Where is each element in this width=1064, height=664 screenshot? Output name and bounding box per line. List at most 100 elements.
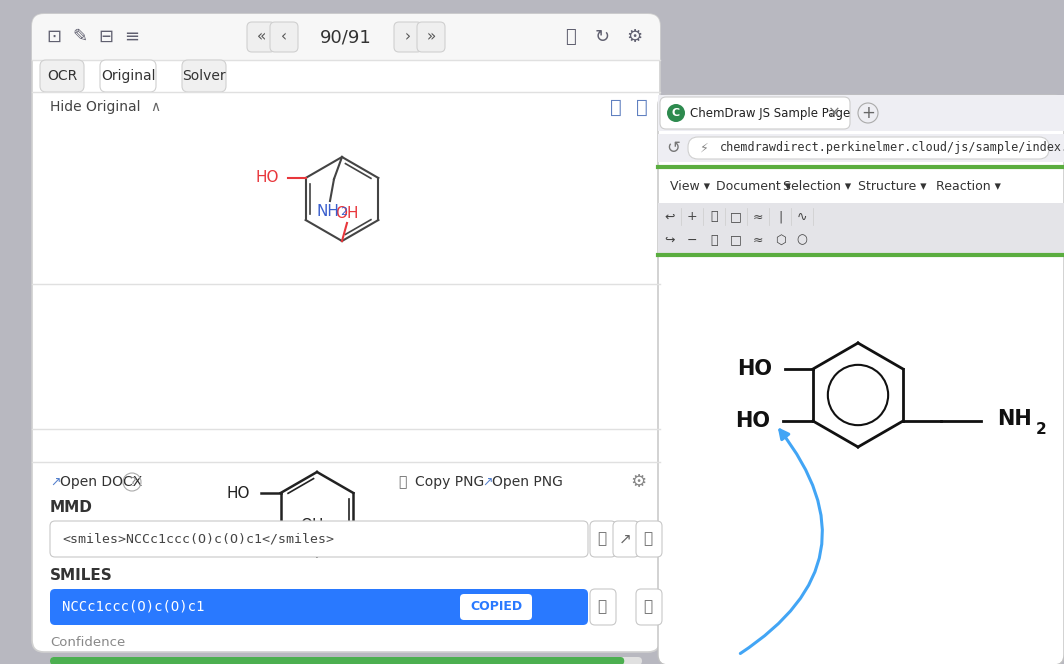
Text: »: » [427, 29, 435, 44]
Text: 🔍: 🔍 [644, 531, 652, 546]
Text: ⊟: ⊟ [99, 28, 114, 46]
Text: ∧: ∧ [150, 100, 160, 114]
Text: ⚙: ⚙ [626, 28, 642, 46]
Text: Structure ▾: Structure ▾ [858, 181, 927, 193]
Text: 2: 2 [463, 534, 470, 544]
Text: ×: × [828, 106, 841, 120]
FancyBboxPatch shape [613, 521, 639, 557]
Bar [658, 134, 1064, 162]
Text: OCR: OCR [47, 69, 77, 83]
Text: Copy PNG: Copy PNG [415, 475, 484, 489]
FancyBboxPatch shape [50, 589, 588, 625]
Text: HO: HO [737, 359, 772, 379]
Bar [658, 95, 1064, 131]
Text: 📋: 📋 [598, 531, 606, 546]
Text: 90/91: 90/91 [320, 28, 372, 46]
Text: ↗: ↗ [482, 475, 493, 489]
FancyBboxPatch shape [50, 657, 642, 664]
Text: SMILES: SMILES [50, 568, 113, 582]
Text: ↗: ↗ [618, 531, 631, 546]
FancyBboxPatch shape [660, 97, 850, 129]
Bar [32, 26, 660, 60]
FancyBboxPatch shape [247, 22, 275, 52]
FancyBboxPatch shape [591, 589, 616, 625]
Text: OH: OH [335, 205, 359, 220]
Text: ⊡: ⊡ [47, 28, 62, 46]
Text: ‹: ‹ [281, 29, 287, 44]
Text: NH: NH [317, 205, 339, 220]
FancyBboxPatch shape [636, 589, 662, 625]
Text: ↩: ↩ [665, 210, 676, 224]
FancyBboxPatch shape [394, 22, 422, 52]
Text: MMD: MMD [50, 499, 93, 515]
Text: Confidence: Confidence [50, 637, 126, 649]
Text: ⚙: ⚙ [630, 473, 646, 491]
FancyBboxPatch shape [417, 22, 445, 52]
Text: ≈: ≈ [752, 234, 763, 246]
Text: Open PNG: Open PNG [492, 475, 563, 489]
FancyBboxPatch shape [636, 521, 662, 557]
FancyBboxPatch shape [50, 521, 588, 557]
Text: C: C [672, 108, 680, 118]
Text: 🗑: 🗑 [565, 28, 576, 46]
Text: HO: HO [227, 485, 250, 501]
FancyBboxPatch shape [270, 22, 298, 52]
Text: ≡: ≡ [124, 28, 139, 46]
Text: 2: 2 [1035, 422, 1046, 436]
Text: Hide Original: Hide Original [50, 100, 140, 114]
Bar [658, 203, 1064, 255]
Text: ChemDraw JS Sample Page: ChemDraw JS Sample Page [689, 106, 850, 120]
Circle shape [858, 103, 878, 123]
Text: ?: ? [129, 475, 135, 489]
Text: OH: OH [300, 519, 323, 533]
Text: 📋: 📋 [711, 234, 718, 246]
Text: 📋: 📋 [398, 475, 406, 489]
Text: 🔍: 🔍 [644, 600, 652, 614]
FancyBboxPatch shape [50, 657, 625, 664]
Text: COPIED: COPIED [470, 600, 522, 614]
Text: ↗: ↗ [50, 475, 61, 489]
Text: ↺: ↺ [666, 139, 680, 157]
Text: NCCc1ccc(O)c(O)c1: NCCc1ccc(O)c(O)c1 [62, 600, 204, 614]
FancyBboxPatch shape [688, 137, 1049, 159]
FancyBboxPatch shape [591, 521, 616, 557]
Text: 2: 2 [340, 207, 348, 217]
Text: 📋: 📋 [598, 600, 606, 614]
Text: Reaction ▾: Reaction ▾ [936, 181, 1001, 193]
FancyBboxPatch shape [32, 14, 660, 60]
Text: HO: HO [735, 411, 770, 431]
Text: −: − [686, 234, 697, 246]
Text: ∿: ∿ [797, 210, 808, 224]
FancyBboxPatch shape [32, 14, 660, 652]
Text: Open DOCX: Open DOCX [60, 475, 143, 489]
Text: ›: › [405, 29, 411, 44]
Text: ✎: ✎ [72, 28, 87, 46]
Text: 📋: 📋 [711, 210, 718, 224]
FancyBboxPatch shape [460, 594, 532, 620]
FancyBboxPatch shape [100, 60, 156, 92]
Text: ⚡: ⚡ [700, 141, 709, 155]
Text: 👎: 👎 [636, 98, 648, 116]
Text: NH: NH [432, 525, 455, 540]
Text: +: + [861, 104, 875, 122]
Text: ○: ○ [797, 234, 808, 246]
Text: NH: NH [997, 409, 1032, 429]
Text: +: + [686, 210, 697, 224]
FancyBboxPatch shape [658, 95, 1064, 131]
FancyBboxPatch shape [658, 95, 1064, 664]
Text: □: □ [730, 210, 742, 224]
Text: |: | [778, 210, 782, 224]
Text: ⬡: ⬡ [775, 234, 785, 246]
Text: Document ▾: Document ▾ [716, 181, 791, 193]
Text: 👍: 👍 [610, 98, 621, 116]
FancyArrowPatch shape [741, 430, 822, 653]
Text: Solver: Solver [182, 69, 226, 83]
Bar [658, 105, 1064, 131]
Text: «: « [256, 29, 266, 44]
Text: HO: HO [255, 171, 280, 185]
FancyBboxPatch shape [182, 60, 226, 92]
Text: Selection ▾: Selection ▾ [783, 181, 851, 193]
Text: <smiles>NCCc1ccc(O)c(O)c1</smiles>: <smiles>NCCc1ccc(O)c(O)c1</smiles> [62, 533, 334, 546]
Text: ≈: ≈ [752, 210, 763, 224]
FancyBboxPatch shape [40, 60, 84, 92]
